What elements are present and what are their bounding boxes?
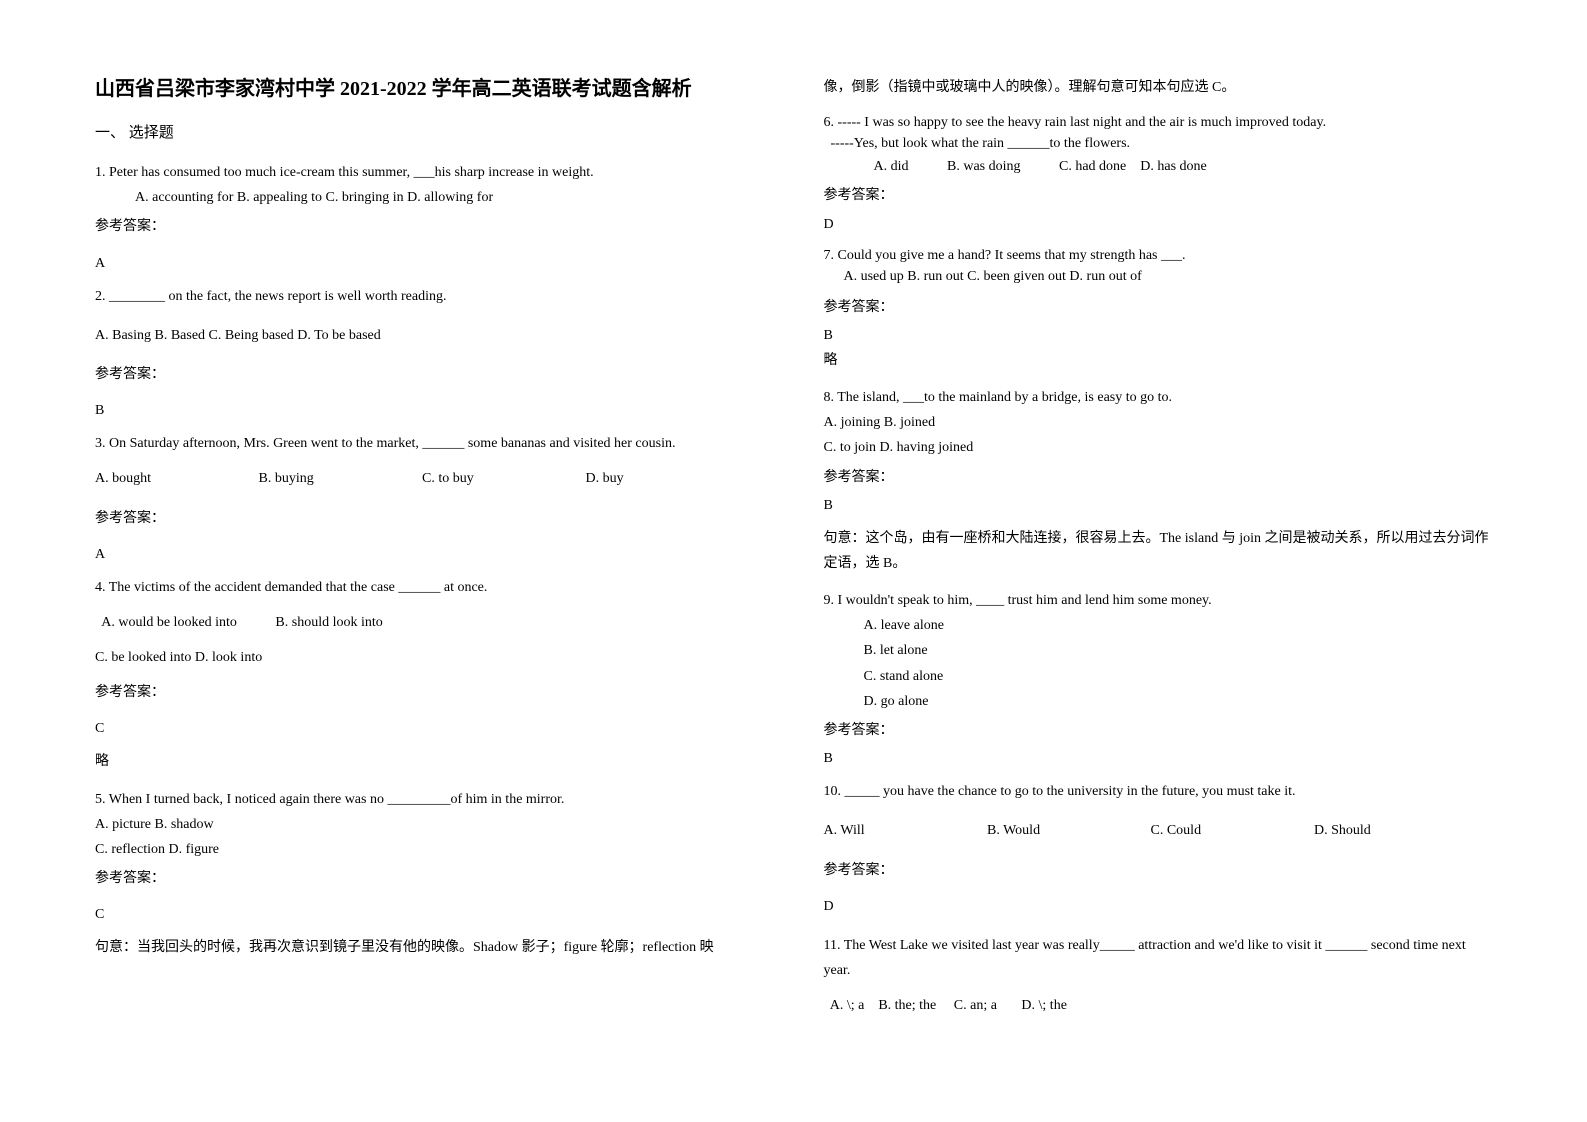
question-8: 8. The island, ___to the mainland by a b… xyxy=(824,385,1493,494)
q7-ans-label: 参考答案： xyxy=(824,295,1493,320)
q11-text: 11. The West Lake we visited last year w… xyxy=(824,933,1493,983)
q3-opt-a: A. bought xyxy=(95,466,255,491)
question-1: 1. Peter has consumed too much ice-cream… xyxy=(95,160,764,244)
q4-note: 略 xyxy=(95,749,764,774)
question-9: 9. I wouldn't speak to him, ____ trust h… xyxy=(824,588,1493,747)
q5-answer: C xyxy=(95,907,764,923)
q2-text: 2. ________ on the fact, the news report… xyxy=(95,284,764,309)
question-11: 11. The West Lake we visited last year w… xyxy=(824,933,1493,1019)
q1-text: 1. Peter has consumed too much ice-cream… xyxy=(95,160,764,185)
q9-opt-a: A. leave alone xyxy=(824,613,1493,638)
q2-ans-label: 参考答案： xyxy=(95,362,764,387)
q5-options-1: A. picture B. shadow xyxy=(95,812,764,837)
q10-opt-c: C. Could xyxy=(1151,818,1311,843)
q3-text: 3. On Saturday afternoon, Mrs. Green wen… xyxy=(95,431,764,456)
q7-text: 7. Could you give me a hand? It seems th… xyxy=(824,245,1493,266)
q8-ans-label: 参考答案： xyxy=(824,465,1493,490)
q10-opt-b: B. Would xyxy=(987,818,1147,843)
q10-ans-label: 参考答案： xyxy=(824,858,1493,883)
q5-continuation: 像，倒影（指镜中或玻璃中人的映像）。理解句意可知本句应选 C。 xyxy=(824,75,1493,100)
right-column: 像，倒影（指镜中或玻璃中人的映像）。理解句意可知本句应选 C。 6. -----… xyxy=(824,75,1493,1047)
q1-options: A. accounting for B. appealing to C. bri… xyxy=(95,185,764,210)
q2-options: A. Basing B. Based C. Being based D. To … xyxy=(95,323,764,348)
q7-options: A. used up B. run out C. been given out … xyxy=(824,266,1493,287)
q7-answer: B xyxy=(824,328,1493,344)
q7-note: 略 xyxy=(824,348,1493,373)
q5-note: 句意：当我回头的时候，我再次意识到镜子里没有他的映像。Shadow 影子；fig… xyxy=(95,935,764,960)
question-3: 3. On Saturday afternoon, Mrs. Green wen… xyxy=(95,431,764,535)
q6-answer: D xyxy=(824,217,1493,233)
left-column: 山西省吕梁市李家湾村中学 2021-2022 学年高二英语联考试题含解析 一、 … xyxy=(95,75,764,1047)
q3-options: A. bought B. buying C. to buy D. buy xyxy=(95,466,764,491)
q9-answer: B xyxy=(824,751,1493,767)
question-7: 7. Could you give me a hand? It seems th… xyxy=(824,245,1493,324)
q4-options-1: A. would be looked into B. should look i… xyxy=(95,610,764,635)
q8-options-2: C. to join D. having joined xyxy=(824,435,1493,460)
q5-text: 5. When I turned back, I noticed again t… xyxy=(95,787,764,812)
question-4: 4. The victims of the accident demanded … xyxy=(95,575,764,710)
q3-opt-d: D. buy xyxy=(586,466,746,491)
q3-ans-label: 参考答案： xyxy=(95,506,764,531)
q5-ans-label: 参考答案： xyxy=(95,866,764,891)
q10-opt-a: A. Will xyxy=(824,818,984,843)
q3-opt-b: B. buying xyxy=(259,466,419,491)
question-2: 2. ________ on the fact, the news report… xyxy=(95,284,764,392)
q1-ans-label: 参考答案： xyxy=(95,214,764,239)
q8-text: 8. The island, ___to the mainland by a b… xyxy=(824,385,1493,410)
q10-options: A. Will B. Would C. Could D. Should xyxy=(824,818,1493,843)
q3-opt-c: C. to buy xyxy=(422,466,582,491)
q6-options: A. did B. was doing C. had done D. has d… xyxy=(824,154,1493,179)
page-title: 山西省吕梁市李家湾村中学 2021-2022 学年高二英语联考试题含解析 xyxy=(95,75,764,103)
q11-options: A. \; a B. the; the C. an; a D. \; the xyxy=(824,993,1493,1018)
q6-text-2: -----Yes, but look what the rain ______t… xyxy=(824,133,1493,154)
q1-answer: A xyxy=(95,256,764,272)
q8-answer: B xyxy=(824,498,1493,514)
q10-text: 10. _____ you have the chance to go to t… xyxy=(824,779,1493,804)
question-10: 10. _____ you have the chance to go to t… xyxy=(824,779,1493,887)
q2-answer: B xyxy=(95,403,764,419)
q10-opt-d: D. Should xyxy=(1314,818,1474,843)
q6-ans-label: 参考答案： xyxy=(824,183,1493,208)
q10-answer: D xyxy=(824,899,1493,915)
q9-text: 9. I wouldn't speak to him, ____ trust h… xyxy=(824,588,1493,613)
q8-options-1: A. joining B. joined xyxy=(824,410,1493,435)
q4-ans-label: 参考答案： xyxy=(95,680,764,705)
q4-text: 4. The victims of the accident demanded … xyxy=(95,575,764,600)
q6-text-1: 6. ----- I was so happy to see the heavy… xyxy=(824,112,1493,133)
q8-note: 句意：这个岛，由有一座桥和大陆连接，很容易上去。The island 与 joi… xyxy=(824,526,1493,576)
q9-opt-c: C. stand alone xyxy=(824,664,1493,689)
q9-ans-label: 参考答案： xyxy=(824,718,1493,743)
question-5: 5. When I turned back, I noticed again t… xyxy=(95,787,764,896)
q9-opt-b: B. let alone xyxy=(824,638,1493,663)
question-6: 6. ----- I was so happy to see the heavy… xyxy=(824,112,1493,212)
q5-options-2: C. reflection D. figure xyxy=(95,837,764,862)
section-heading: 一、 选择题 xyxy=(95,121,764,142)
q9-opt-d: D. go alone xyxy=(824,689,1493,714)
q3-answer: A xyxy=(95,547,764,563)
q4-options-2: C. be looked into D. look into xyxy=(95,645,764,670)
q4-answer: C xyxy=(95,721,764,737)
